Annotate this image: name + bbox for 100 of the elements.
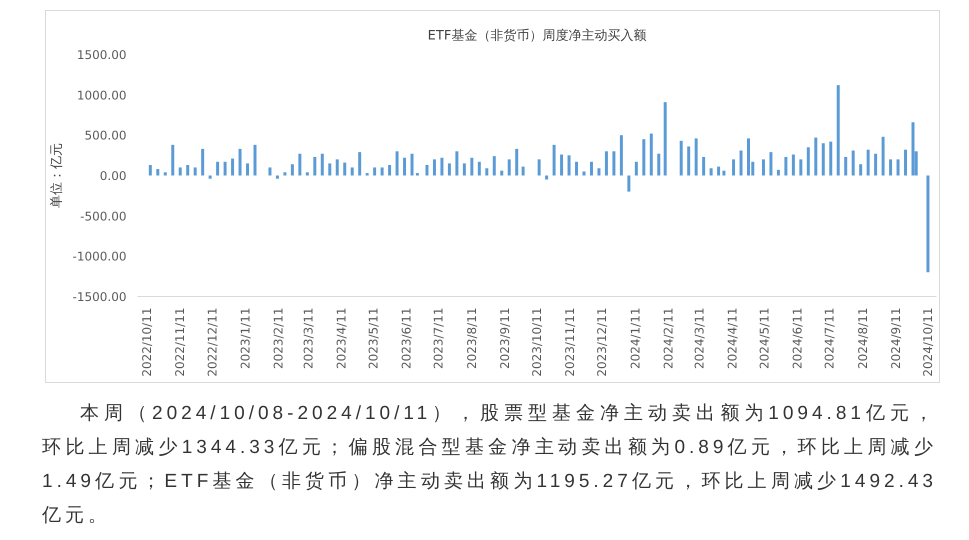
y-tick-label: -1000.00	[72, 250, 126, 264]
bar	[896, 159, 900, 176]
bar	[478, 162, 481, 176]
bar	[343, 162, 346, 176]
bar	[492, 156, 496, 176]
bar	[216, 162, 220, 176]
bar	[806, 147, 810, 176]
bar	[717, 166, 720, 176]
bar	[762, 159, 765, 176]
bar	[710, 168, 713, 176]
bar	[904, 150, 908, 176]
bar	[462, 163, 466, 176]
bar	[889, 159, 892, 176]
bar	[822, 143, 825, 176]
bar	[515, 148, 518, 176]
bar	[604, 151, 608, 176]
bar	[313, 156, 316, 176]
bar	[769, 152, 772, 176]
bar	[238, 148, 242, 176]
bar	[740, 150, 743, 176]
x-tick-label: 2023/5/11	[366, 308, 381, 370]
x-tick-label: 2023/3/11	[301, 308, 316, 370]
bar	[620, 135, 623, 176]
bar	[882, 136, 885, 176]
bar	[425, 165, 428, 176]
x-tick-label: 2023/8/11	[464, 308, 479, 370]
x-tick-label: 2024/8/11	[856, 308, 870, 370]
bar	[597, 168, 600, 176]
bar	[290, 164, 294, 176]
bar	[432, 159, 436, 176]
bar	[396, 151, 399, 176]
bar	[814, 138, 818, 176]
bar	[455, 151, 458, 176]
bar	[156, 169, 160, 176]
x-tick-label: 2023/10/11	[530, 307, 544, 377]
x-tick-label: 2023/2/11	[272, 308, 286, 370]
bar	[358, 152, 362, 176]
bar	[283, 172, 286, 176]
x-tick-label: 2024/2/11	[661, 308, 676, 370]
bar	[552, 144, 556, 176]
x-tick-label: 2023/7/11	[432, 308, 446, 370]
bar	[612, 151, 616, 176]
bar	[350, 167, 354, 176]
bar	[380, 167, 384, 176]
bar	[859, 164, 862, 176]
bar	[545, 176, 548, 180]
bar	[575, 162, 578, 176]
x-tick-label: 2024/6/11	[790, 308, 805, 370]
bar	[680, 140, 683, 176]
bar	[852, 150, 855, 176]
bar	[306, 172, 309, 176]
bar	[224, 162, 227, 176]
bar	[664, 102, 667, 176]
bar	[522, 166, 525, 176]
bar	[836, 85, 840, 176]
bar	[792, 154, 795, 176]
x-tick-label: 2024/5/11	[758, 308, 772, 370]
bar	[276, 176, 279, 179]
bar	[866, 150, 870, 176]
bar	[328, 163, 332, 176]
bar	[448, 163, 451, 176]
bar	[784, 156, 788, 176]
bar	[874, 154, 878, 176]
bar	[268, 167, 272, 176]
bar	[844, 156, 848, 176]
y-tick-label: 0.00	[100, 169, 126, 183]
bar	[590, 162, 593, 176]
x-tick-label: 2023/4/11	[334, 308, 349, 370]
bar	[254, 144, 256, 176]
bar	[194, 167, 197, 176]
x-tick-label: 2024/4/11	[725, 308, 740, 370]
x-tick-label: 2022/10/11	[140, 307, 154, 377]
x-tick-label: 2023/1/11	[238, 308, 252, 370]
x-tick-label: 2022/12/11	[205, 307, 220, 377]
bar	[148, 165, 152, 176]
y-tick-label: 1500.00	[76, 48, 126, 62]
bar	[186, 165, 190, 176]
y-tick-label: -500.00	[80, 209, 127, 224]
bar	[178, 167, 182, 176]
bar	[320, 154, 324, 176]
x-tick-label: 2024/10/11	[920, 307, 935, 377]
bar	[538, 159, 541, 176]
chart-title: ETF基金（非货币）周度净主动买入额	[428, 28, 646, 44]
bar	[627, 176, 630, 192]
x-tick-label: 2024/1/11	[628, 308, 642, 370]
x-tick-label: 2024/7/11	[822, 308, 837, 370]
bar	[776, 170, 780, 176]
bar	[388, 165, 392, 176]
bar	[246, 163, 250, 176]
bar	[568, 155, 571, 176]
bar	[926, 176, 930, 272]
bar	[201, 148, 204, 176]
bar	[582, 171, 586, 176]
bar	[298, 154, 302, 176]
x-tick-label: 2024/9/11	[888, 308, 903, 370]
x-tick-label: 2022/11/11	[173, 307, 188, 377]
bar	[912, 122, 914, 176]
text: 本周（2024/10/08-2024/10/11），股票型基金净主动卖出额为1094.81亿元，环比上周减少1344.33亿元；偏股混合型基金净主动卖出额为0.89亿元，环比上周减少1.49亿元；ETF基金（非货币）净主动卖出额为1195.27亿元，环比上周减少1492.43亿元。	[42, 402, 937, 528]
y-tick-label: -1500.00	[72, 290, 126, 304]
y-tick-label: 1000.00	[76, 88, 126, 102]
